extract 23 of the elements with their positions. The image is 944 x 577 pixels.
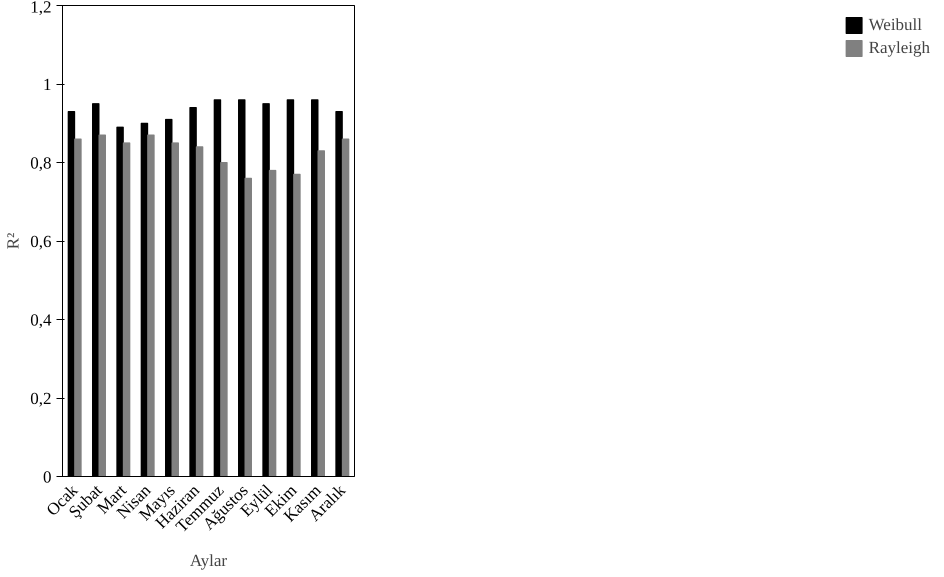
y-tick-label: 0,8 <box>30 154 52 172</box>
bar <box>196 146 204 476</box>
y-tick-label: 0,2 <box>30 389 52 408</box>
y-tick-label: 0 <box>43 468 52 486</box>
y-axis-title: R² <box>3 232 22 250</box>
y-tick-label: 0,6 <box>30 232 52 251</box>
bar <box>244 178 252 476</box>
bar <box>147 134 155 476</box>
y-tick-label: 1,2 <box>30 0 52 16</box>
bar <box>122 142 130 476</box>
bar <box>172 142 179 476</box>
x-axis-title: Aylar <box>190 550 228 570</box>
legend-label: Rayleigh <box>868 38 930 58</box>
bar <box>98 134 106 476</box>
y-tick-label: 0,4 <box>30 310 52 330</box>
bar <box>220 162 228 476</box>
bar <box>342 138 350 476</box>
bar <box>318 150 325 476</box>
bar <box>268 170 276 476</box>
y-tick-label: 1 <box>43 75 52 94</box>
bar <box>293 174 301 476</box>
bar <box>74 138 82 476</box>
legend-label: Weibull <box>868 15 922 35</box>
